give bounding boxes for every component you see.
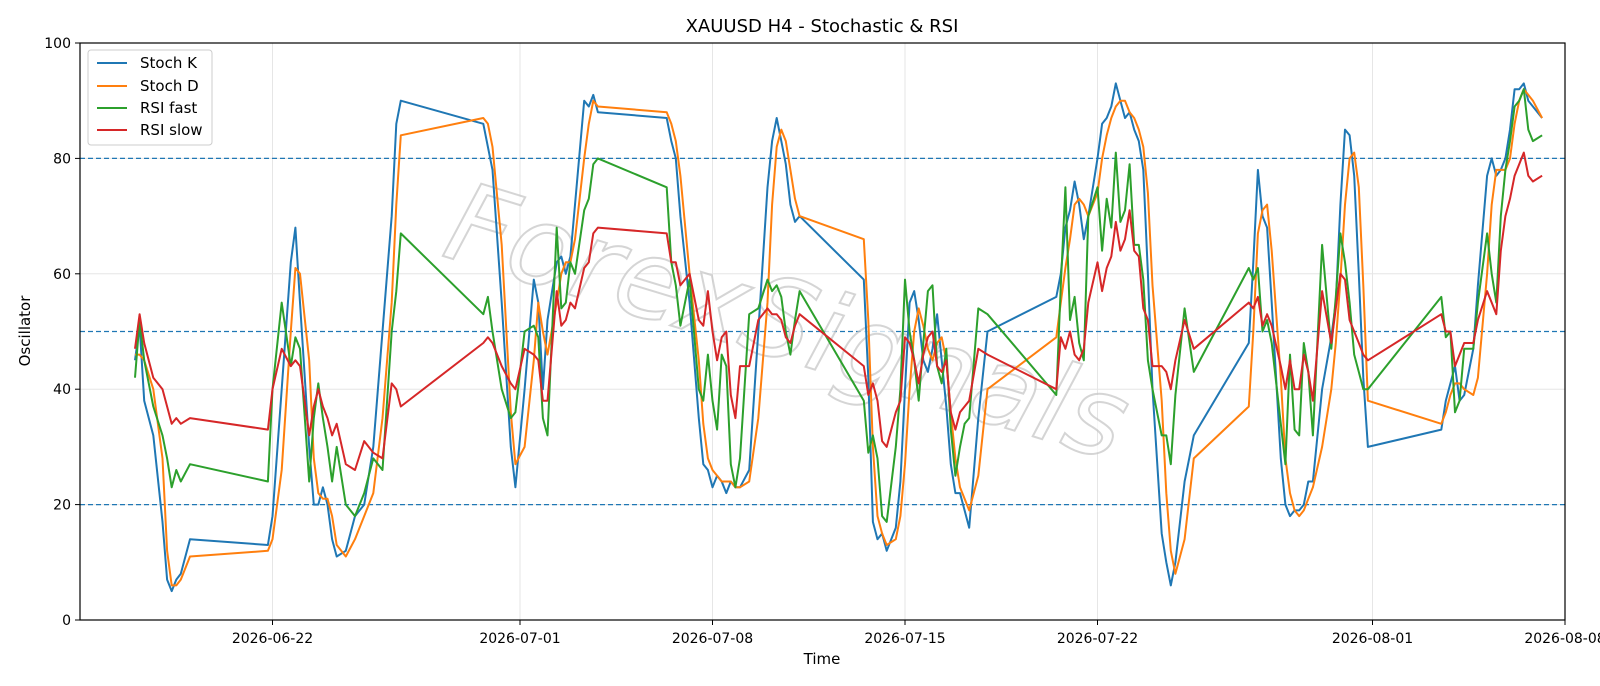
plot-frame xyxy=(79,42,1566,621)
legend-label-stoch-k: Stoch K xyxy=(140,54,198,72)
x-tick-label: 2026-07-01 xyxy=(479,631,560,647)
x-tick-label: 2026-08-08 xyxy=(1524,631,1600,647)
axis-ticks: 2026-06-22 2026-07-01 2026-07-08 2026-07-15… xyxy=(44,36,1600,647)
series-line-rsi-slow xyxy=(134,151,1543,471)
y-tick-label: 20 xyxy=(53,498,71,514)
x-tick-label: 2026-07-22 xyxy=(1057,631,1138,647)
y-axis-label: Oscillator xyxy=(16,295,34,367)
y-tick-label: 0 xyxy=(62,613,71,629)
series-line-stoch-k xyxy=(134,82,1543,593)
x-tick-label: 2026-07-15 xyxy=(864,631,945,647)
x-tick-label: 2026-07-08 xyxy=(672,631,753,647)
y-tick-label: 80 xyxy=(53,151,71,167)
x-axis-label: Time xyxy=(803,650,841,668)
chart-title: XAUUSD H4 - Stochastic & RSI xyxy=(686,16,959,37)
legend-box xyxy=(87,49,213,146)
y-tick-label: 60 xyxy=(53,267,71,283)
y-tick-label: 40 xyxy=(53,382,71,398)
legend-label-stoch-d: Stoch D xyxy=(140,77,199,95)
series-line-rsi-fast xyxy=(134,88,1543,523)
x-tick-label: 2026-06-22 xyxy=(232,631,313,647)
series-lines xyxy=(134,82,1543,593)
y-tick-label: 100 xyxy=(44,36,71,52)
x-tick-label: 2026-08-01 xyxy=(1332,631,1413,647)
legend: Stoch K Stoch D RSI fast RSI slow xyxy=(87,49,213,146)
series-line-stoch-d xyxy=(135,88,1543,587)
legend-label-rsi-fast: RSI fast xyxy=(140,99,197,117)
legend-label-rsi-slow: RSI slow xyxy=(140,121,203,139)
